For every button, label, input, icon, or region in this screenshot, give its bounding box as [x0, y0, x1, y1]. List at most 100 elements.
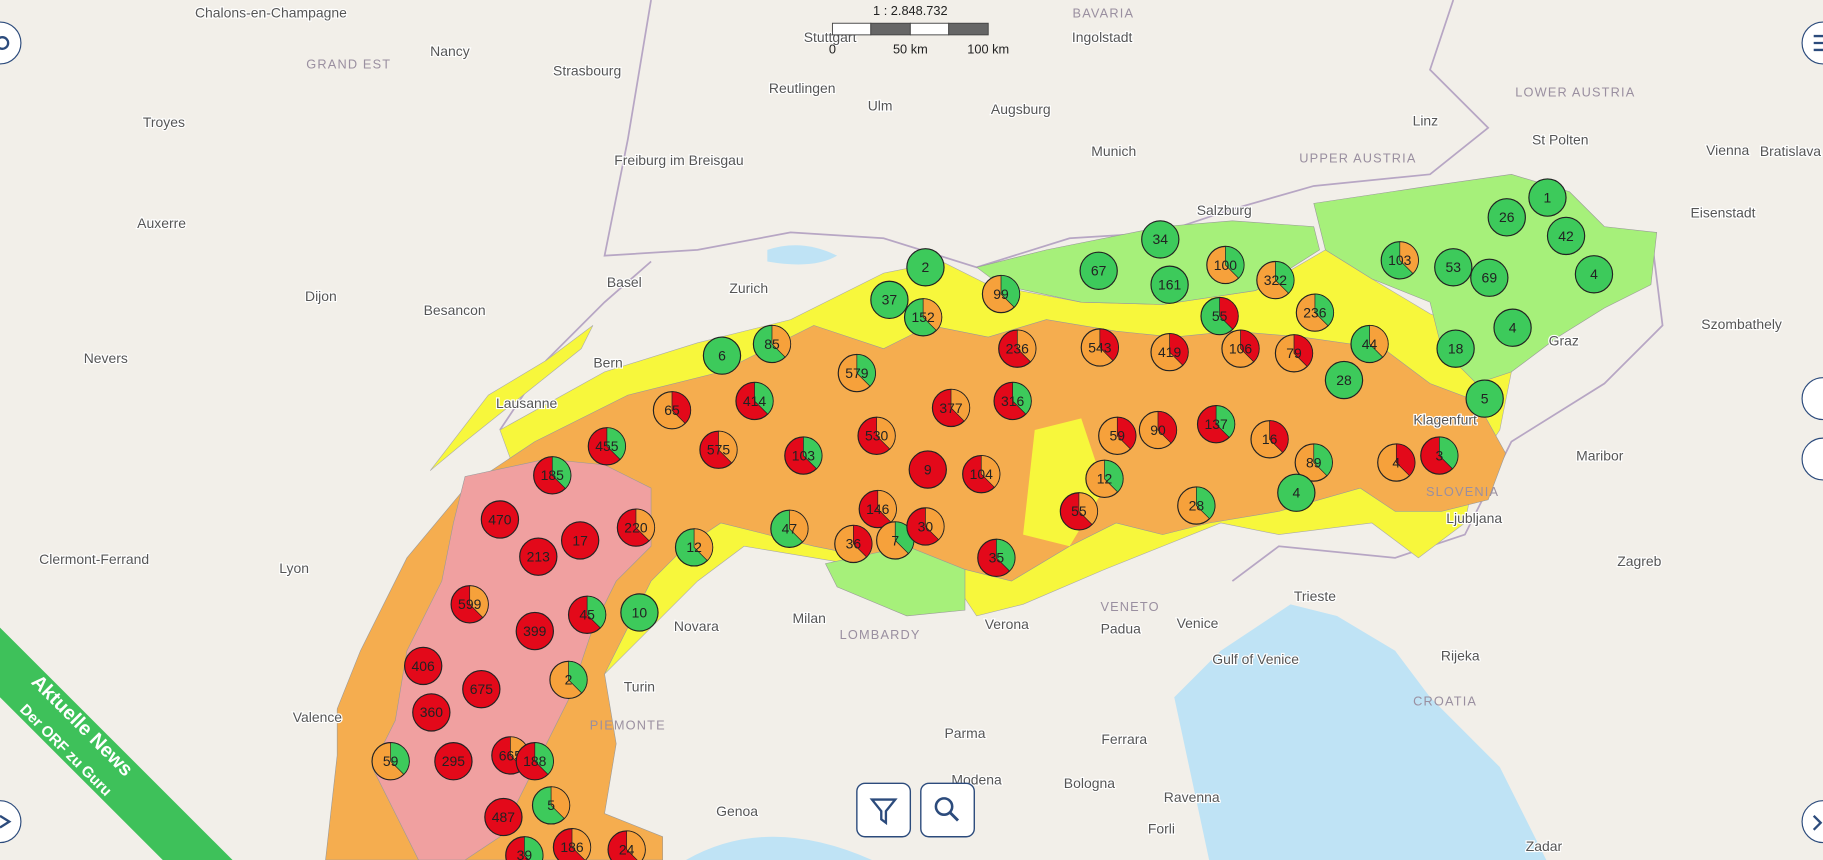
cluster-count: 37 — [882, 292, 898, 308]
cluster-count: 575 — [707, 442, 731, 458]
cluster-slice — [1269, 420, 1289, 453]
place-label: Ferrara — [1101, 731, 1147, 747]
cluster-slice — [996, 538, 1016, 572]
scale-ratio: 1 : 2.848.732 — [873, 3, 948, 18]
cluster-count: 104 — [970, 466, 994, 482]
cluster-count: 146 — [866, 501, 890, 517]
place-label: Valence — [293, 709, 343, 725]
place-label: Lausanne — [496, 395, 557, 411]
cluster-count: 16 — [1262, 431, 1278, 447]
cluster-count: 44 — [1362, 336, 1378, 352]
cluster-slice — [853, 524, 873, 558]
place-label: Genoa — [716, 803, 758, 819]
cluster-count: 30 — [918, 518, 934, 534]
cluster-count: 322 — [1264, 272, 1288, 288]
cluster-marker — [1150, 265, 1189, 304]
labels: BAVARIA GRAND EST LOWER AUSTRIA UPPER AUSTR… — [38, 3, 1822, 855]
cluster-count: 675 — [470, 681, 494, 697]
search-button[interactable] — [920, 782, 975, 838]
cluster-marker — [1528, 178, 1567, 217]
cluster-slice — [1000, 275, 1020, 308]
place-label: Troyes — [143, 114, 185, 130]
cluster-marker — [1470, 258, 1509, 297]
cluster-slice — [789, 509, 809, 543]
place-label: Rijeka — [1441, 647, 1480, 663]
cluster-count: 65 — [664, 402, 680, 418]
cluster-slice — [693, 528, 714, 562]
scale-tick: 50 km — [893, 41, 928, 56]
cluster-marker — [480, 500, 520, 539]
locate-button[interactable] — [0, 21, 22, 65]
cluster-slice — [1169, 333, 1189, 366]
cluster-count: 236 — [1006, 341, 1030, 357]
cluster-slice — [877, 490, 897, 523]
cluster-slice — [671, 391, 691, 424]
cluster-slice — [1395, 443, 1416, 477]
cluster-slice — [1078, 492, 1098, 525]
cluster-count: 599 — [458, 596, 482, 612]
cluster-count: 55 — [1071, 503, 1087, 519]
cluster-marker — [908, 450, 947, 489]
cluster-count: 414 — [743, 393, 767, 409]
layers-button[interactable] — [0, 800, 22, 844]
cluster-slice — [523, 836, 544, 860]
cluster-slice — [1116, 416, 1137, 450]
cluster-count: 236 — [1303, 304, 1327, 320]
place-label: Maribor — [1576, 447, 1624, 463]
side-button[interactable] — [1801, 437, 1823, 481]
cluster-slice — [754, 382, 774, 415]
filter-button[interactable] — [856, 782, 912, 838]
menu-button[interactable] — [1801, 21, 1823, 65]
region-label: GRAND EST — [306, 56, 391, 71]
cluster-marker — [1277, 473, 1316, 512]
cluster-slice — [571, 828, 591, 860]
side-button[interactable] — [1801, 377, 1823, 421]
place-label: Ljubljana — [1446, 510, 1502, 526]
cluster-slice — [1399, 241, 1419, 274]
place-label: Vienna — [1706, 142, 1749, 158]
cluster-count: 377 — [939, 400, 963, 416]
cluster-slice — [980, 455, 1001, 488]
scale-segment — [909, 22, 950, 36]
cluster-slice — [1369, 325, 1389, 358]
cluster-slice — [469, 585, 489, 618]
cluster-slice — [390, 742, 410, 775]
place-label: Basel — [607, 274, 642, 290]
cluster-count: 47 — [782, 521, 798, 537]
cluster-count: 295 — [442, 753, 466, 769]
place-label: Graz — [1549, 332, 1579, 348]
place-label: Eisenstadt — [1690, 205, 1755, 221]
cluster-count: 137 — [1204, 416, 1228, 432]
region-label: VENETO — [1100, 599, 1159, 614]
cluster-slice — [1157, 411, 1177, 444]
collapse-button[interactable] — [1801, 800, 1823, 844]
cluster-marker — [515, 611, 554, 651]
cluster-slice — [1195, 486, 1216, 520]
cluster-count: 12 — [686, 539, 702, 555]
cluster-slice — [856, 354, 876, 387]
cluster-count: 24 — [619, 841, 635, 857]
cluster-count: 10 — [632, 604, 648, 620]
cluster-count: 99 — [993, 286, 1009, 302]
cluster-marker — [484, 797, 523, 837]
place-label: Trieste — [1294, 588, 1336, 604]
cluster-count: 26 — [1499, 209, 1515, 225]
region-label: CROATIA — [1413, 693, 1477, 708]
scale-bar: 1 : 2.848.732 0 50 km 100 km — [829, 3, 1009, 56]
place-label: Zadar — [1526, 838, 1563, 854]
place-label: Parma — [944, 725, 985, 741]
cluster-count: 455 — [595, 438, 619, 454]
cluster-count: 1 — [1544, 189, 1552, 205]
place-label: Munich — [1091, 143, 1136, 159]
cluster-count: 530 — [865, 428, 889, 444]
place-label: Nevers — [84, 350, 128, 366]
cluster-marker — [1434, 248, 1473, 287]
cluster-count: 5 — [547, 797, 555, 813]
cluster-count: 45 — [579, 607, 595, 623]
cluster-count: 7 — [891, 532, 899, 548]
cluster-count: 5 — [1481, 390, 1489, 406]
cluster-count: 419 — [1158, 344, 1182, 360]
cluster-marker — [1574, 255, 1614, 294]
